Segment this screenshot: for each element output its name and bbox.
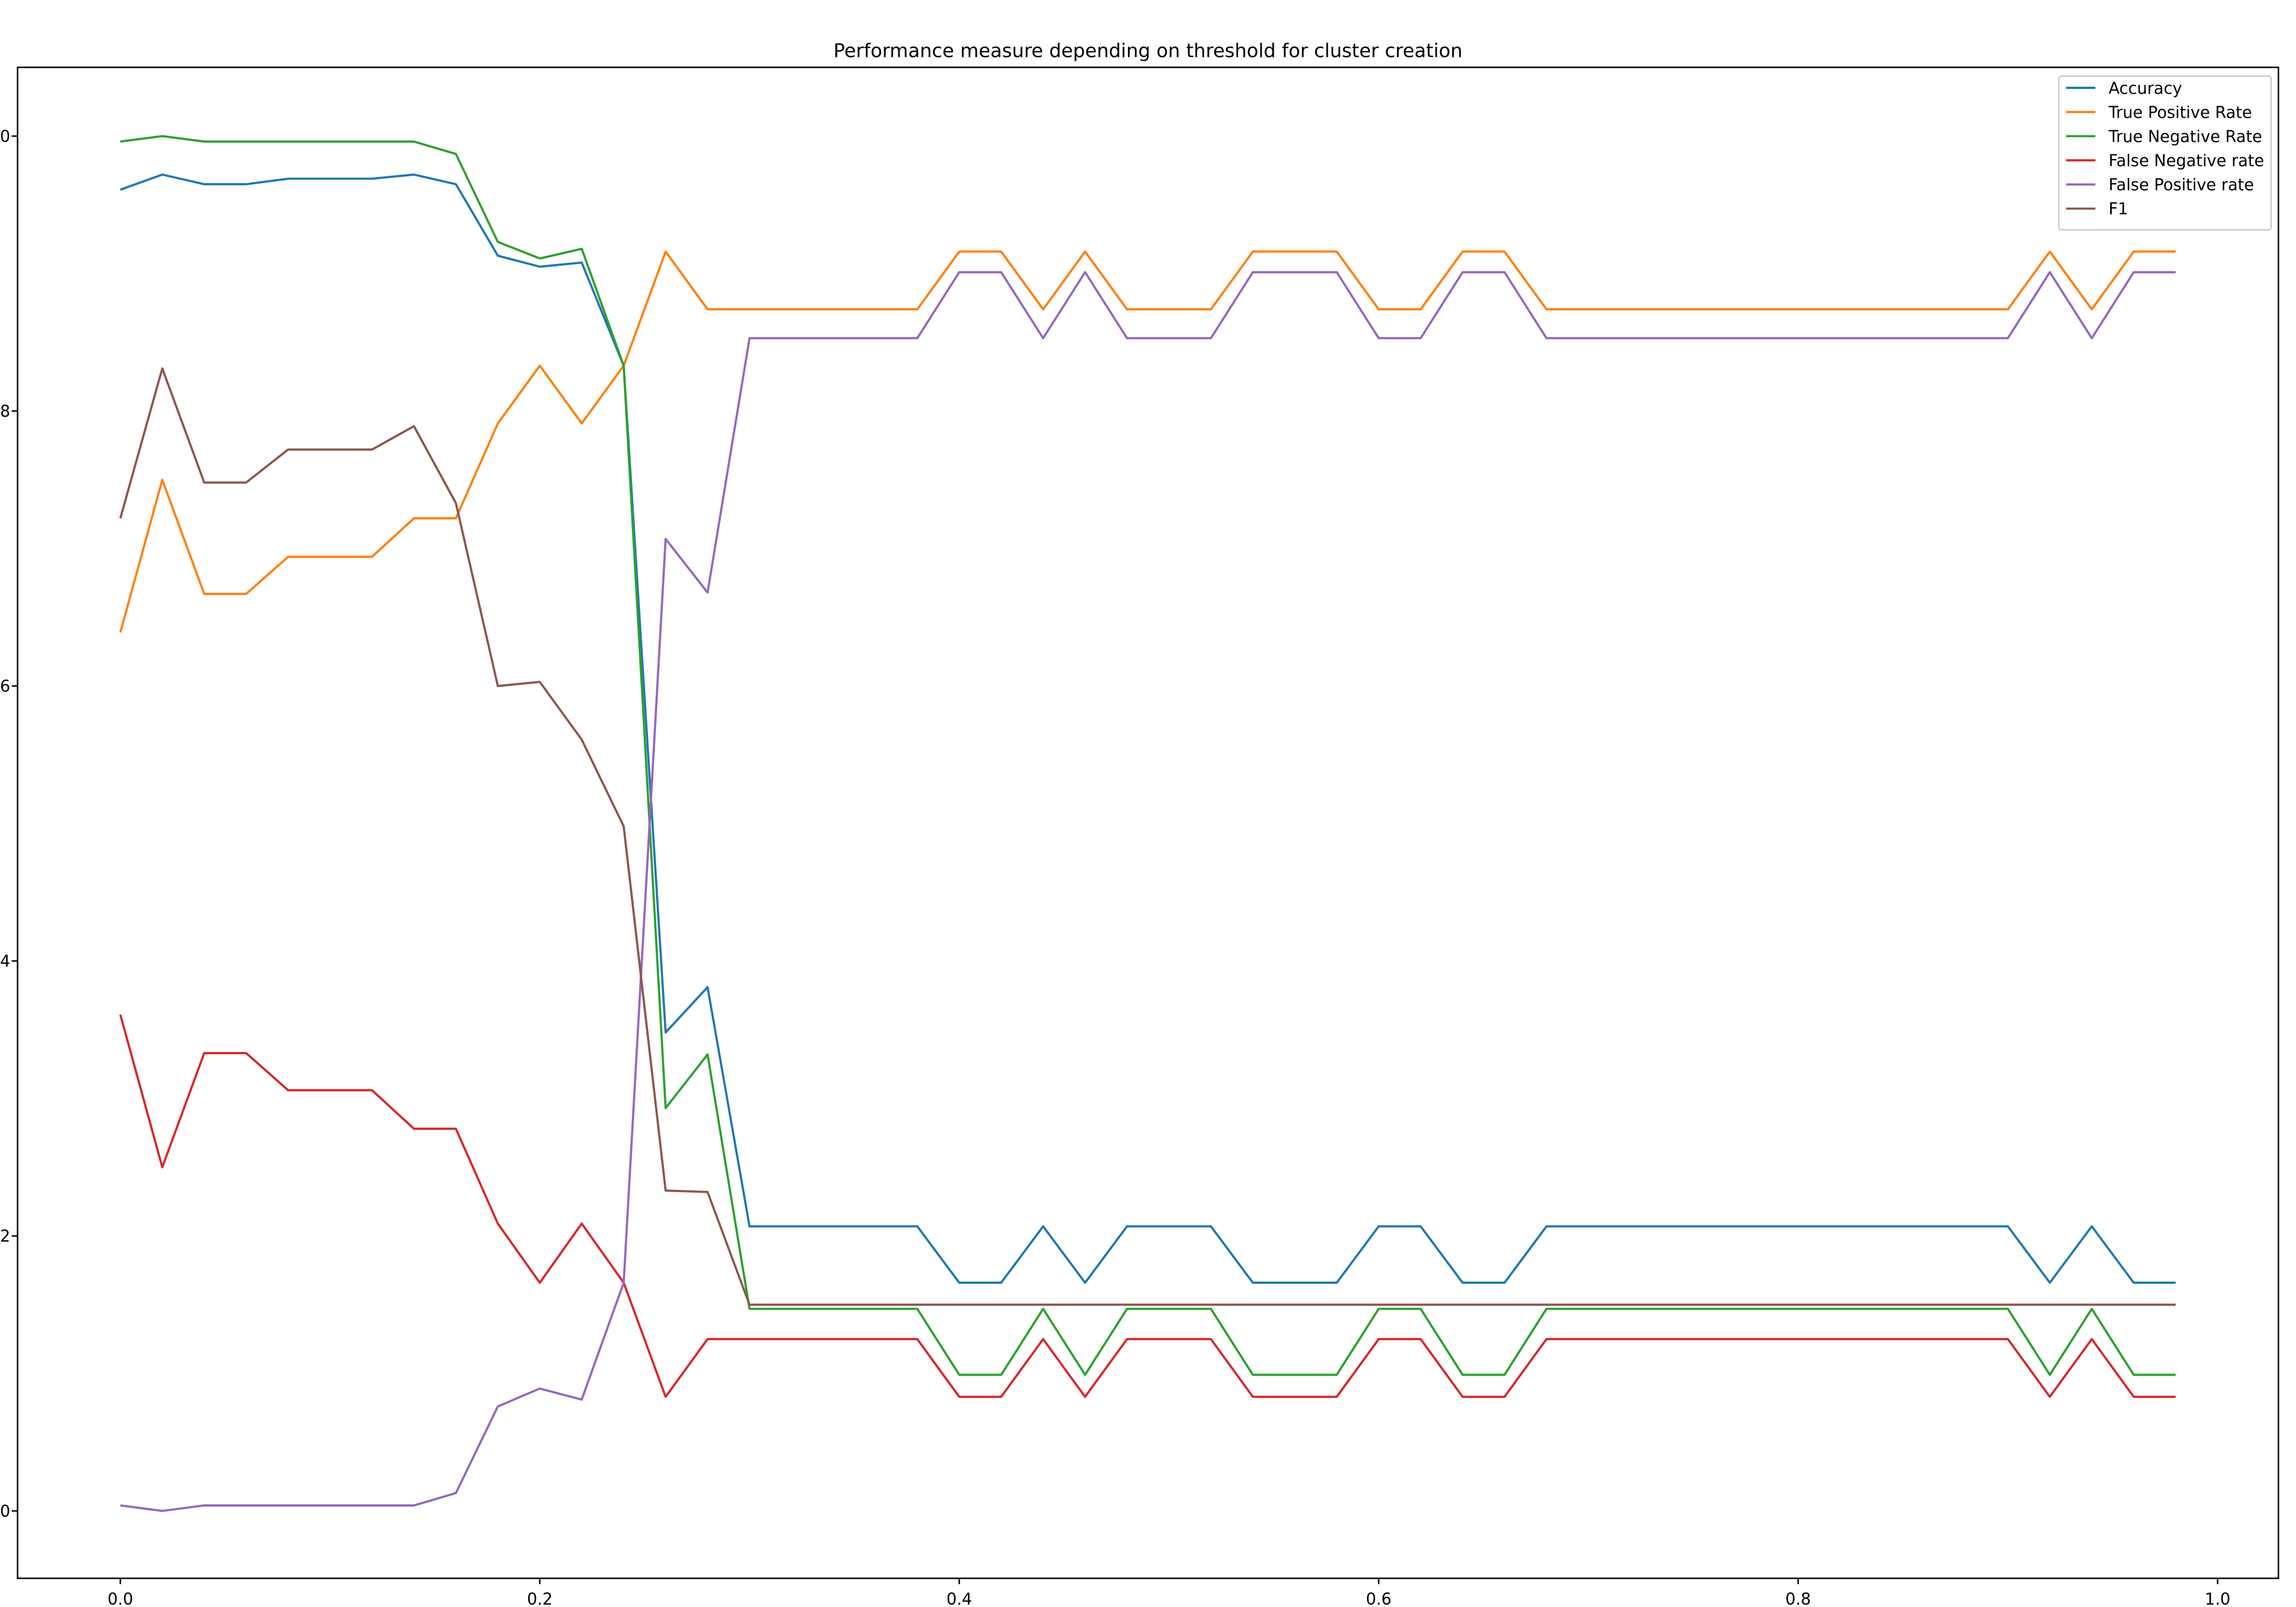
x-tick-label: 0.0 [107, 1590, 133, 1607]
chart-title: Performance measure depending on thresho… [833, 39, 1463, 61]
plot-frame [17, 67, 2279, 1579]
legend-label: F1 [2108, 200, 2128, 219]
legend-label: True Negative Rate [2108, 127, 2262, 146]
data-line [120, 135, 2176, 1376]
y-tick-label: 0.6 [0, 677, 10, 696]
x-tick-label: 0.2 [527, 1590, 553, 1607]
data-line [119, 250, 2176, 633]
legend-label: False Negative rate [2108, 152, 2264, 170]
x-tick-label: 0.8 [1785, 1590, 1811, 1607]
y-tick-label: 0.2 [0, 1227, 10, 1246]
data-line [119, 1014, 2176, 1398]
y-tick-label: 0.8 [0, 402, 10, 421]
x-tick-label: 0.4 [947, 1590, 972, 1607]
data-line [119, 367, 2176, 1306]
data-line [119, 173, 2176, 1284]
x-tick-label: 1.0 [2205, 1590, 2231, 1607]
legend-box [2058, 75, 2272, 231]
y-tick-label: 1.0 [0, 127, 10, 146]
legend-label: Accuracy [2108, 79, 2182, 98]
y-tick-label: 0.0 [0, 1502, 10, 1521]
y-tick-label: 0.4 [0, 952, 10, 971]
x-tick-label: 0.6 [1366, 1590, 1392, 1607]
data-line [120, 271, 2176, 1512]
legend-label: True Positive Rate [2108, 103, 2252, 122]
legend-label: False Positive rate [2108, 176, 2254, 195]
